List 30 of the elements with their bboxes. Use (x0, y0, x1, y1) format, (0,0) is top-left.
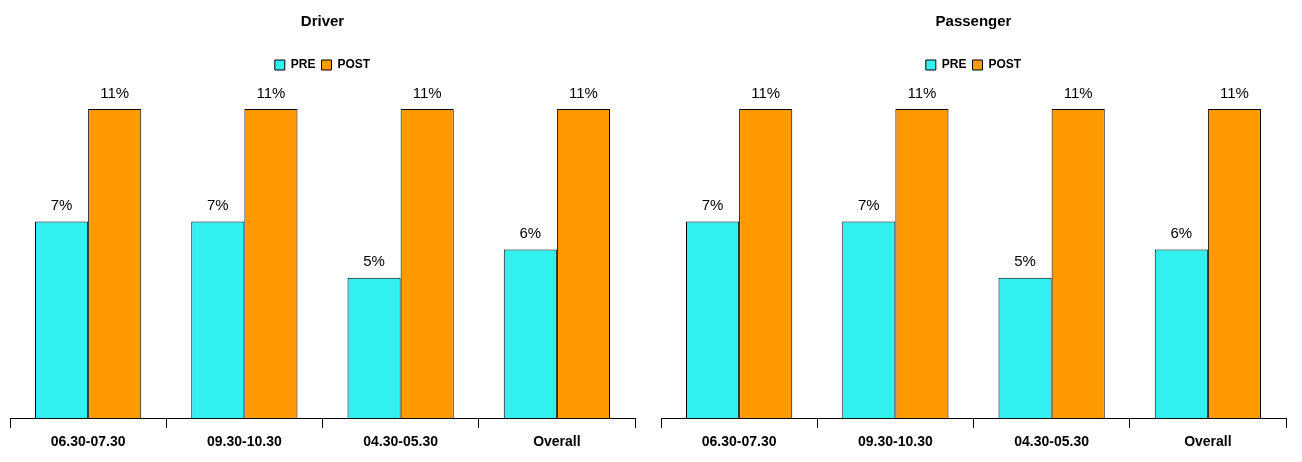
chart-title: Driver (300, 12, 345, 30)
legend-label: PRE (941, 57, 967, 72)
legend-label: PRE (290, 57, 316, 72)
x-tick-label: 06.30-07.30 (50, 433, 126, 450)
data-label: 7% (206, 196, 229, 214)
data-label: 11% (100, 83, 130, 101)
x-tick-label: 06.30-07.30 (701, 433, 777, 450)
data-label: 11% (1063, 83, 1093, 101)
data-label: 11% (412, 83, 442, 101)
data-label: 5% (363, 252, 385, 270)
chart-title: Passenger (935, 12, 1012, 30)
data-label: 11% (568, 83, 598, 101)
data-label: 6% (519, 224, 542, 242)
data-label: 7% (50, 196, 73, 214)
x-tick-label: Overall (1184, 433, 1232, 450)
x-tick-label: Overall (533, 433, 581, 450)
data-label: 5% (1014, 252, 1036, 270)
data-label: 11% (907, 83, 937, 101)
data-label: 11% (1219, 83, 1249, 101)
data-label: 11% (751, 83, 781, 101)
data-label: 7% (857, 196, 880, 214)
data-label: 11% (256, 83, 286, 101)
x-tick-label: 04.30-05.30 (363, 433, 439, 450)
x-tick-label: 04.30-05.30 (1014, 433, 1090, 450)
data-label: 7% (701, 196, 724, 214)
data-label: 6% (1170, 224, 1193, 242)
legend-label: POST (988, 57, 1022, 72)
legend-label: POST (337, 57, 371, 72)
x-tick-label: 09.30-10.30 (858, 433, 933, 450)
x-tick-label: 09.30-10.30 (207, 433, 282, 450)
